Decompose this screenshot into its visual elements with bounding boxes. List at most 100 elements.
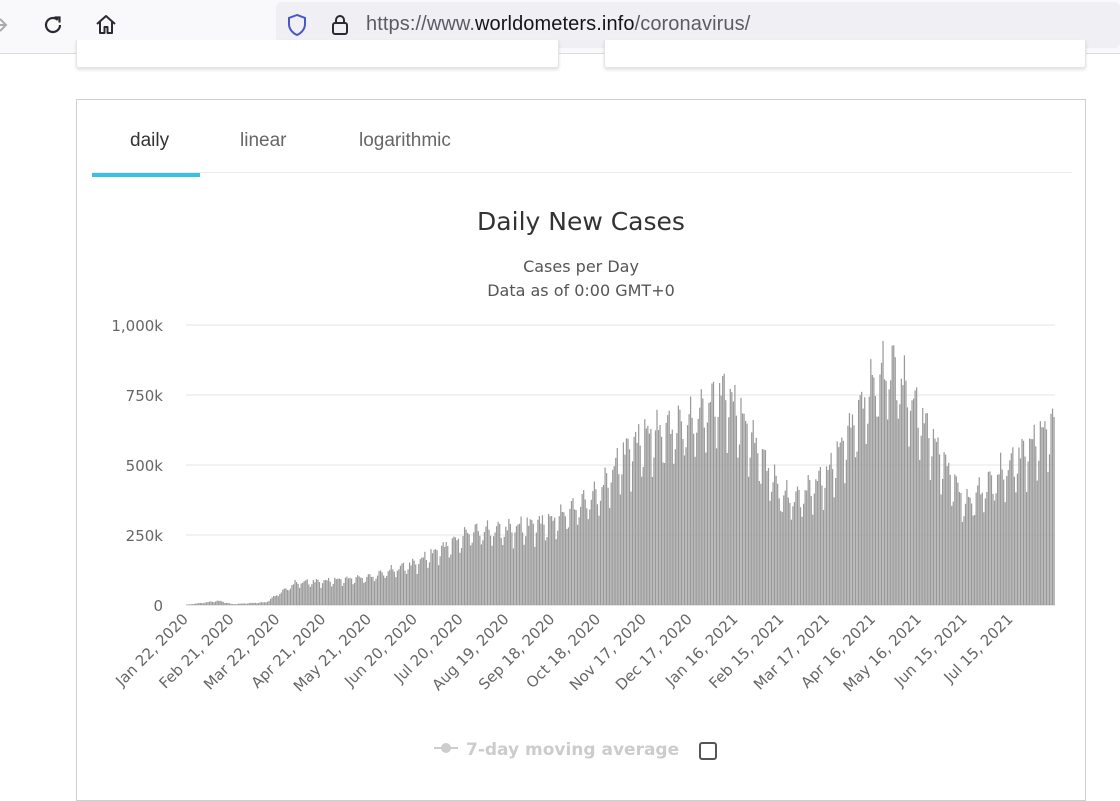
bar [517, 525, 518, 605]
bar [334, 578, 335, 605]
bar [791, 520, 792, 605]
bar [583, 490, 584, 605]
bar [913, 399, 914, 605]
legend-checkbox[interactable] [700, 743, 716, 759]
bar [319, 582, 320, 605]
bar [968, 497, 969, 605]
bar [381, 572, 382, 605]
bar [693, 434, 694, 605]
bar [293, 584, 294, 605]
bar [626, 438, 627, 605]
bar [644, 419, 645, 605]
bar [979, 477, 980, 605]
bar [461, 548, 462, 605]
bar [748, 477, 749, 605]
bar [404, 571, 405, 605]
bar [624, 455, 625, 605]
bar [914, 390, 915, 605]
bar [837, 441, 838, 605]
bar [473, 532, 474, 605]
bar [484, 532, 485, 605]
bar [633, 437, 634, 605]
bar [365, 582, 366, 605]
bar [779, 498, 780, 605]
bar [688, 414, 689, 605]
bar [441, 546, 442, 605]
y-tick-label: 500k [126, 457, 164, 475]
bar [653, 457, 654, 605]
bar [409, 562, 410, 605]
bar [438, 565, 439, 605]
bar [443, 542, 444, 605]
bar [320, 588, 321, 605]
bar [742, 414, 743, 605]
bar [951, 506, 952, 605]
bar [476, 524, 477, 605]
bar [1053, 417, 1054, 605]
bar [313, 580, 314, 605]
bar [892, 346, 893, 605]
bar [986, 492, 987, 605]
bar [279, 594, 280, 605]
bar [776, 476, 777, 605]
bar [331, 586, 332, 605]
bar [496, 526, 497, 605]
bar [898, 419, 899, 605]
bar [412, 559, 413, 605]
legend-7day-average[interactable]: 7-day moving average [434, 740, 679, 760]
bar [650, 429, 651, 605]
bar [806, 491, 807, 605]
bar [893, 345, 894, 605]
bar [224, 603, 225, 605]
bar [927, 413, 928, 605]
bar [268, 601, 269, 605]
bar [902, 385, 903, 605]
bar [465, 530, 466, 605]
bar [556, 539, 557, 605]
bar [841, 438, 842, 605]
bar [472, 543, 473, 605]
legend-label[interactable]: 7-day moving average [466, 740, 679, 760]
bar [600, 501, 601, 605]
bar [415, 564, 416, 605]
bar [954, 474, 955, 605]
bar [797, 486, 798, 605]
bar [204, 603, 205, 605]
bar [482, 540, 483, 605]
bar [252, 603, 253, 605]
bar [406, 574, 407, 605]
bar [290, 589, 291, 605]
bar [675, 449, 676, 605]
bar [641, 477, 642, 605]
bar [557, 531, 558, 605]
bar [878, 417, 879, 605]
bar [762, 449, 763, 605]
bar [863, 409, 864, 605]
bar [423, 558, 424, 605]
bar [366, 577, 367, 605]
bar [919, 460, 920, 605]
bar [1017, 474, 1018, 605]
bar [386, 576, 387, 605]
bar [710, 402, 711, 605]
bar [765, 450, 766, 605]
bar [436, 550, 437, 605]
bar [1052, 409, 1053, 605]
bar [638, 424, 639, 605]
bar [814, 494, 815, 605]
bar [469, 534, 470, 605]
bar [328, 578, 329, 605]
bar [227, 603, 228, 605]
bar [953, 502, 954, 605]
bar [708, 403, 709, 605]
bar [563, 512, 564, 605]
bar [1046, 429, 1047, 605]
bar [258, 603, 259, 605]
bar [976, 493, 977, 605]
bar [411, 565, 412, 605]
bar [488, 530, 489, 605]
bar [812, 515, 813, 605]
bar [568, 527, 569, 605]
bar [479, 536, 480, 605]
bar [1011, 453, 1012, 605]
